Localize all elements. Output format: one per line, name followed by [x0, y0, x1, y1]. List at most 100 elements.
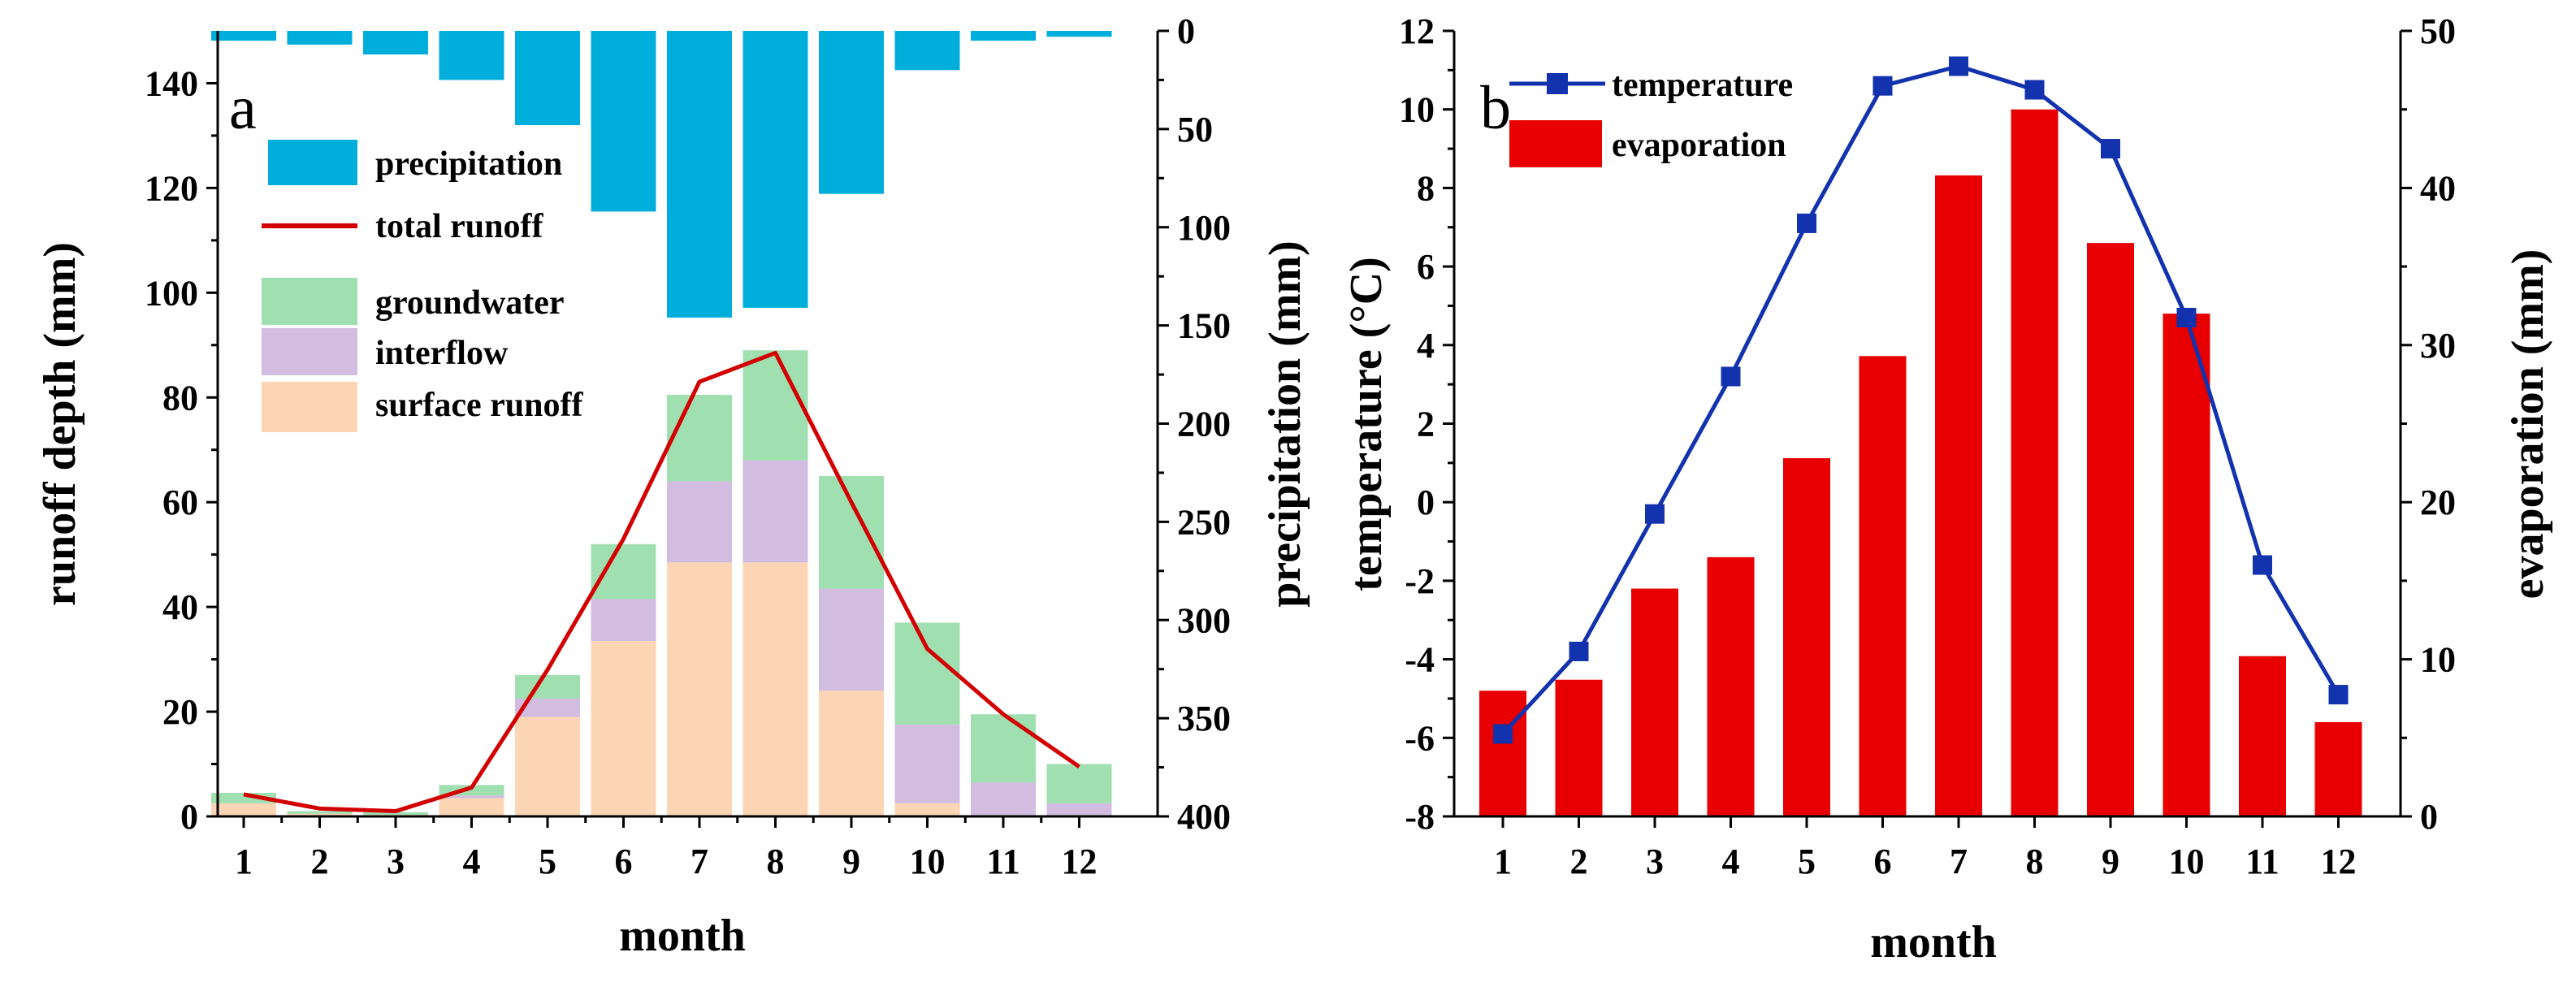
- surface-runoff-bar-4: [439, 798, 504, 816]
- precipitation-bar-1: [211, 31, 276, 41]
- legend-label-precipitation: precipitation: [375, 145, 562, 183]
- x-tick-label-a-3: 3: [387, 842, 405, 881]
- legend-label-total-runoff: total runoff: [375, 208, 543, 245]
- precipitation-bar-10: [894, 31, 960, 71]
- groundwater-bar-7: [667, 395, 732, 482]
- runoff-stacked-bars: [211, 350, 1112, 816]
- precipitation-bar-7: [667, 31, 732, 318]
- legend-label-temperature: temperature: [1612, 67, 1793, 104]
- x-tick-label-a-4: 4: [463, 842, 481, 881]
- groundwater-bar-5: [515, 674, 580, 699]
- x-tick-label-a-1: 1: [235, 842, 253, 881]
- surface-runoff-bar-5: [515, 716, 580, 816]
- groundwater-bar-3: [363, 812, 428, 816]
- y-axis-label-a: runoff depth (mm): [35, 242, 85, 606]
- groundwater-bar-10: [894, 622, 960, 725]
- y-tick-label-b-10: 10: [1399, 90, 1435, 130]
- y-tick-label-b-12: 12: [1399, 11, 1435, 51]
- precipitation-bar-2: [287, 31, 353, 45]
- y2-tick-label-b-20: 20: [2420, 483, 2456, 522]
- x-axis-label-b: month: [1870, 917, 1997, 968]
- legend-swatch-temperature-marker: [1547, 73, 1568, 94]
- x-tick-label-a-11: 11: [986, 842, 1020, 881]
- precipitation-bar-8: [742, 31, 808, 308]
- y2-tick-label-b-30: 30: [2420, 326, 2456, 366]
- x-tick-label-b-9: 9: [2102, 842, 2119, 881]
- legend-swatch-evaporation: [1509, 120, 1602, 167]
- legend-swatch-precipitation: [268, 140, 357, 185]
- x-tick-label-a-8: 8: [767, 842, 785, 881]
- panel-label-a: a: [229, 74, 257, 142]
- evaporation-bar-1: [1479, 690, 1526, 816]
- x-tick-label-b-11: 11: [2245, 842, 2279, 881]
- x-tick-label-a-10: 10: [910, 842, 946, 881]
- y-tick-label-b-2: 2: [1417, 405, 1435, 444]
- temperature-point-7: [1949, 56, 1968, 76]
- temperature-point-12: [2328, 685, 2349, 705]
- chart-a-axes: 0204060801001201400501001502002503003504…: [145, 11, 1231, 881]
- evaporation-bar-10: [2163, 314, 2210, 816]
- y2-tick-label-b-10: 10: [2420, 640, 2456, 680]
- precipitation-bar-11: [971, 31, 1036, 41]
- interflow-bar-10: [894, 725, 960, 803]
- temperature-point-3: [1645, 504, 1665, 524]
- groundwater-bar-6: [591, 543, 656, 600]
- x-tick-label-b-3: 3: [1646, 842, 1664, 881]
- groundwater-bar-12: [1046, 764, 1112, 803]
- legend-label-interflow: interflow: [375, 335, 509, 372]
- x-tick-label-a-6: 6: [615, 842, 633, 881]
- x-tick-label-b-5: 5: [1798, 842, 1816, 881]
- precipitation-bar-5: [515, 31, 580, 126]
- x-tick-label-a-2: 2: [311, 842, 329, 881]
- evaporation-bars: [1479, 109, 2362, 817]
- evaporation-bar-3: [1631, 588, 1678, 816]
- legend-label-evaporation: evaporation: [1612, 127, 1786, 164]
- y-tick-label-b--2: -2: [1405, 561, 1435, 601]
- y2-tick-label-a-250: 250: [1177, 502, 1231, 542]
- interflow-bar-12: [1046, 803, 1112, 816]
- interflow-bar-4: [439, 795, 504, 799]
- evaporation-bar-5: [1783, 458, 1830, 816]
- y-tick-label-a-20: 20: [162, 692, 198, 732]
- x-tick-label-a-12: 12: [1062, 842, 1098, 881]
- temperature-point-1: [1493, 724, 1513, 744]
- y-tick-label-b-6: 6: [1417, 247, 1435, 287]
- legend-b: temperature evaporation: [1509, 67, 1793, 167]
- y2-tick-label-b-0: 0: [2420, 797, 2438, 837]
- y-tick-label-b-8: 8: [1417, 168, 1435, 208]
- groundwater-bar-11: [971, 714, 1036, 783]
- temperature-point-4: [1721, 366, 1741, 387]
- evaporation-bar-8: [2011, 109, 2059, 816]
- precipitation-bar-9: [819, 31, 884, 194]
- y2-tick-label-a-0: 0: [1177, 11, 1195, 51]
- groundwater-bar-8: [742, 350, 808, 461]
- x-tick-label-a-7: 7: [691, 842, 708, 881]
- evaporation-bar-6: [1859, 356, 1907, 816]
- temperature-point-10: [2176, 307, 2197, 327]
- groundwater-bar-2: [287, 811, 353, 814]
- x-tick-label-b-6: 6: [1874, 842, 1892, 881]
- y2-axis-label-a: precipitation (mm): [1260, 240, 1310, 608]
- chart-a: 0204060801001201400501001502002503003504…: [35, 11, 1310, 961]
- y2-tick-label-a-50: 50: [1177, 110, 1213, 149]
- temperature-point-5: [1797, 213, 1816, 233]
- evaporation-bar-11: [2239, 656, 2286, 816]
- precipitation-bar-4: [439, 31, 504, 80]
- y2-tick-label-a-300: 300: [1177, 600, 1231, 640]
- temperature-point-9: [2101, 139, 2120, 159]
- surface-runoff-bar-8: [742, 562, 808, 816]
- interflow-bar-5: [515, 698, 580, 717]
- evaporation-bar-12: [2314, 721, 2362, 816]
- total-runoff-polyline: [243, 350, 1080, 814]
- temperature-polyline: [1501, 64, 2340, 736]
- interflow-bar-11: [971, 782, 1036, 816]
- y-tick-label-a-100: 100: [145, 273, 198, 313]
- x-tick-label-b-12: 12: [2321, 842, 2357, 881]
- temperature-point-11: [2253, 555, 2272, 575]
- legend-swatch-interflow: [262, 328, 357, 375]
- y2-axis-label-b: evaporation (mm): [2503, 249, 2553, 600]
- y-tick-label-a-0: 0: [180, 797, 198, 837]
- y2-tick-label-a-150: 150: [1177, 306, 1231, 346]
